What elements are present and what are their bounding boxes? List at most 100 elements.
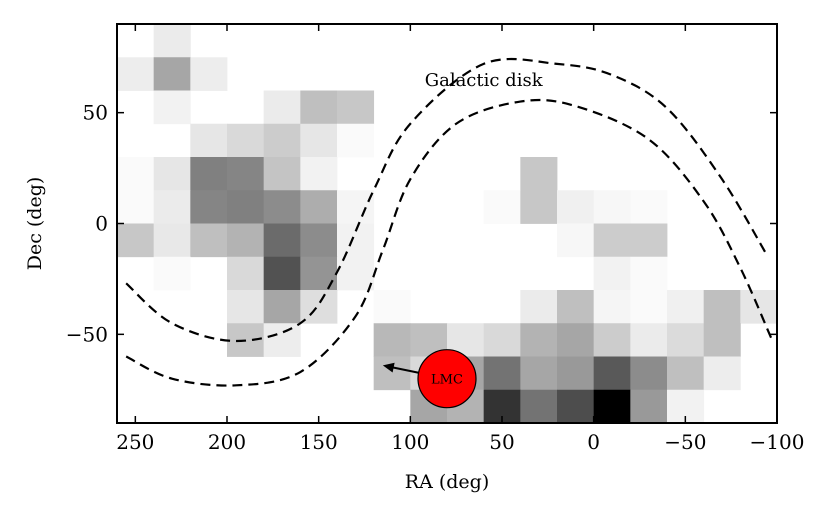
heatmap-cell xyxy=(227,123,265,158)
heatmap-cell xyxy=(117,190,155,224)
heatmap-cell xyxy=(630,389,668,423)
heatmap-cell xyxy=(557,323,595,357)
heatmap-cell xyxy=(593,223,631,258)
axis-ticks: 250 200 150 100 50 0 −50 −100 50 0 −50 xyxy=(66,24,805,454)
heatmap-cell xyxy=(373,323,411,357)
lmc-label: LMC xyxy=(431,373,463,388)
heatmap-cell xyxy=(630,323,668,357)
heatmap-cell xyxy=(153,57,191,91)
heatmap-cell xyxy=(300,157,338,191)
y-tick-label: −50 xyxy=(66,322,108,346)
x-tick-label: 0 xyxy=(587,430,600,454)
lmc-marker-group: LMC xyxy=(382,349,477,409)
heatmap-cell xyxy=(593,356,631,391)
heatmap-cell xyxy=(703,356,741,391)
heatmap-cell xyxy=(667,323,705,357)
heatmap-cell xyxy=(703,323,741,357)
heatmap-cell xyxy=(117,157,155,191)
heatmap-cell xyxy=(337,223,375,258)
heatmap-cell xyxy=(630,356,668,391)
heatmap-cell xyxy=(153,157,191,191)
heatmap-cell xyxy=(520,389,558,423)
heatmap-cell xyxy=(300,190,338,224)
heatmap-cell xyxy=(263,90,301,125)
heatmap-cell xyxy=(263,190,301,224)
heatmap-cell xyxy=(263,157,301,191)
heatmap-cell xyxy=(263,323,301,357)
heatmap-cell xyxy=(337,190,375,224)
heatmap-cell xyxy=(263,290,301,324)
y-axis-label: Dec (deg) xyxy=(24,177,46,271)
heatmap-cell xyxy=(630,423,667,457)
heatmap-cell xyxy=(593,256,631,291)
heatmap-cell xyxy=(593,323,631,357)
heatmap-cell xyxy=(557,190,595,224)
heatmap-cell xyxy=(483,356,521,391)
heatmap-cell xyxy=(263,123,301,158)
galactic-disk-upper-curve xyxy=(125,57,769,343)
lmc-arrow-head xyxy=(382,362,395,373)
x-tick-label: 200 xyxy=(208,430,246,454)
heatmap-cell xyxy=(153,190,191,224)
heatmap-cell xyxy=(557,356,595,391)
heatmap-cell xyxy=(667,356,705,391)
heatmap-cell xyxy=(153,223,191,258)
heatmap-cell xyxy=(153,90,191,125)
heatmap-cell xyxy=(520,290,558,324)
heatmap-cell xyxy=(520,157,558,191)
heatmap-cell xyxy=(300,290,338,324)
heatmap-cell xyxy=(630,223,668,258)
heatmap-cell xyxy=(190,223,228,258)
heatmap-cell xyxy=(337,123,375,158)
lmc-arrow xyxy=(390,366,419,374)
heatmap-cell xyxy=(593,190,631,224)
heatmap-cell xyxy=(153,24,191,58)
heatmap-cell xyxy=(300,223,338,258)
heatmap-cell xyxy=(557,389,595,423)
heatmap-cell xyxy=(373,356,411,391)
heatmap-cell xyxy=(667,290,705,324)
heatmap-cell xyxy=(300,123,338,158)
x-tick-label: 150 xyxy=(300,430,338,454)
galactic-disk-label: Galactic disk xyxy=(425,70,544,91)
heatmap-cell xyxy=(117,223,155,258)
y-tick-label: 50 xyxy=(83,101,108,125)
heatmap-cell xyxy=(593,290,631,324)
x-axis-label: RA (deg) xyxy=(405,471,489,493)
heatmap-cell xyxy=(520,323,558,357)
heatmap-cell xyxy=(227,190,265,224)
y-tick-label: 0 xyxy=(95,212,108,236)
heatmap-cell xyxy=(483,190,521,224)
heatmap-cell xyxy=(593,389,631,423)
x-tick-label: 50 xyxy=(489,430,514,454)
lmc-marker xyxy=(417,349,477,409)
heatmap-cell xyxy=(630,256,668,291)
heatmap-cell xyxy=(373,290,411,324)
x-tick-label: 250 xyxy=(116,430,154,454)
heatmap-cell xyxy=(520,190,558,224)
heatmap-cell xyxy=(227,290,265,324)
heatmap-cell xyxy=(300,90,338,125)
heatmap-cell xyxy=(337,90,375,125)
heatmap-cell xyxy=(190,190,228,224)
heatmap-cell xyxy=(263,223,301,258)
heatmap-cell xyxy=(557,223,595,258)
heatmap-cell xyxy=(190,57,228,91)
heatmap-cell xyxy=(227,223,265,258)
heatmap-cell xyxy=(190,157,228,191)
heatmap-cell xyxy=(263,256,301,291)
heatmap-cell xyxy=(483,323,521,357)
heatmap-cell xyxy=(227,256,265,291)
x-tick-label: −100 xyxy=(750,430,805,454)
heatmap-cell xyxy=(300,256,338,291)
heatmap-cell xyxy=(117,57,155,91)
heatmap-cell xyxy=(520,356,558,391)
heatmap-cell xyxy=(227,157,265,191)
heatmap-cell xyxy=(153,256,191,291)
heatmap-cell xyxy=(703,290,741,324)
heatmap-cell xyxy=(337,256,375,291)
heatmap-cell xyxy=(630,290,668,324)
heatmap-cell xyxy=(630,190,668,224)
heatmap-cell xyxy=(557,290,595,324)
